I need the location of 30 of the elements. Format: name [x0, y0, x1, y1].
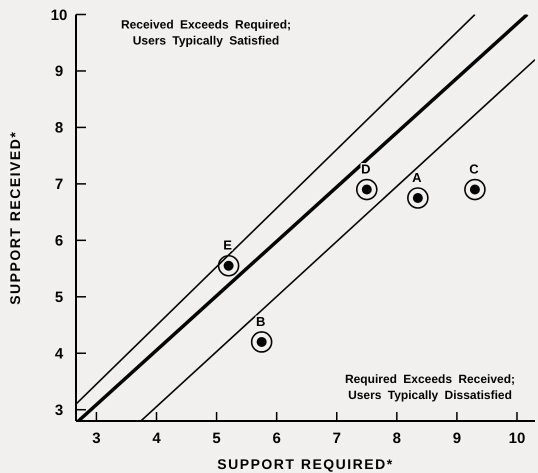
y-tick-label: 9 — [54, 63, 64, 80]
x-tick-label: 7 — [332, 430, 341, 447]
x-tick-label: 4 — [152, 430, 162, 447]
y-tick-label: 8 — [54, 120, 64, 137]
point — [218, 254, 240, 277]
y-tick-label: 7 — [54, 176, 64, 194]
point — [356, 178, 378, 200]
y-tick-label: 6 — [54, 232, 64, 250]
x-tick-label: 3 — [92, 430, 101, 447]
y-tick-label: 10 — [50, 6, 68, 24]
annotation: C — [469, 162, 480, 177]
annotation: E — [223, 238, 232, 253]
y-axis-title: SUPPORT RECEIVED* — [7, 130, 23, 305]
point — [250, 331, 272, 353]
y-tick-label: 4 — [54, 346, 64, 362]
point — [407, 187, 429, 209]
x-axis-title: SUPPORT REQUIRED* — [217, 456, 394, 472]
annotation: D — [361, 162, 370, 177]
annotation: Required Exceeds Received; Users Typically Dissatisfied — [344, 372, 516, 402]
annotation: A — [412, 170, 422, 185]
x-tick-label: 6 — [272, 430, 281, 447]
y-tick-label: 3 — [54, 402, 64, 419]
annotation: Received Exceeds Required; Users Typically Satisfied — [120, 18, 292, 48]
point — [464, 178, 486, 200]
annotation: B — [256, 314, 266, 329]
x-tick-label: 10 — [508, 430, 526, 447]
x-tick-label: 8 — [392, 430, 401, 447]
x-tick-label: 5 — [212, 430, 221, 447]
y-tick-label: 5 — [54, 289, 64, 306]
x-tick-label: 9 — [452, 430, 462, 447]
